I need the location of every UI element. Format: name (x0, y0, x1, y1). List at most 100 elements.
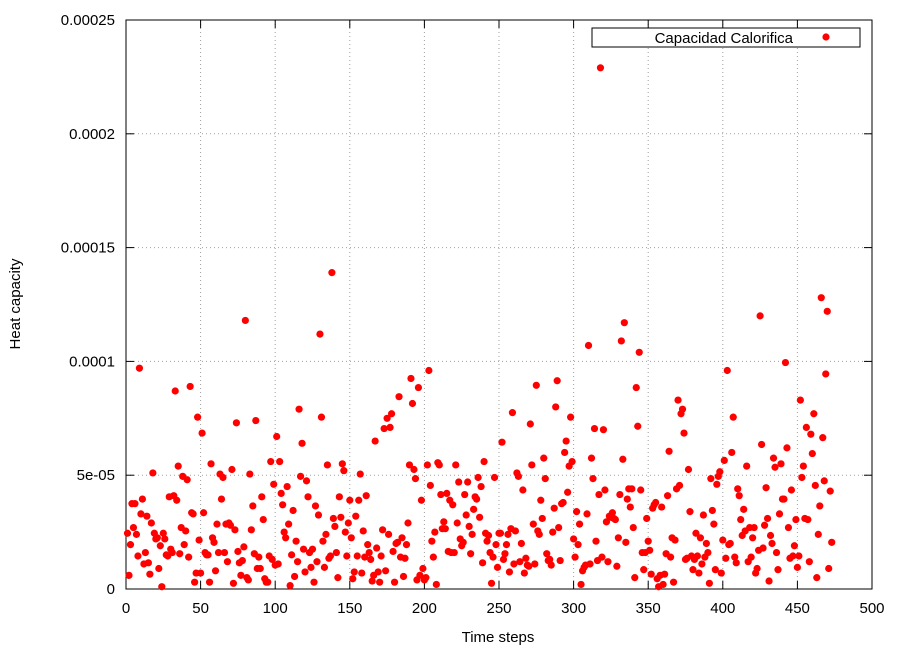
data-point (498, 438, 506, 446)
data-point (675, 481, 684, 490)
data-point (635, 348, 643, 356)
data-point (210, 538, 218, 546)
data-point (704, 548, 712, 557)
data-point (652, 498, 660, 507)
data-point (161, 535, 169, 543)
data-point (795, 552, 803, 560)
data-point (268, 555, 276, 564)
data-point (441, 525, 449, 533)
data-point (246, 470, 254, 478)
data-point (298, 439, 306, 447)
data-point (384, 530, 393, 538)
data-point (671, 536, 679, 544)
data-point (367, 555, 375, 564)
data-point (537, 496, 545, 504)
data-point (749, 534, 757, 542)
data-point (470, 505, 478, 513)
data-point (728, 448, 736, 457)
data-point (390, 578, 399, 586)
data-point (459, 538, 467, 546)
x-tick-label: 300 (561, 600, 586, 617)
data-point (382, 567, 390, 575)
data-point (393, 538, 402, 546)
data-point (810, 410, 818, 418)
data-point (338, 460, 346, 468)
data-point (247, 526, 255, 534)
data-point (143, 512, 151, 520)
data-point (449, 501, 457, 509)
data-point (763, 514, 772, 523)
data-point (631, 574, 639, 582)
data-point (553, 377, 561, 385)
data-point (789, 552, 797, 560)
data-point (647, 570, 655, 578)
data-point (556, 556, 564, 565)
data-point (540, 454, 548, 462)
data-point (419, 564, 427, 573)
data-point (661, 570, 669, 578)
data-point (380, 424, 388, 433)
data-point (586, 560, 594, 568)
data-point (176, 550, 184, 558)
data-point (359, 527, 367, 535)
data-point (674, 396, 682, 404)
grid-lines (126, 20, 872, 589)
data-point (452, 461, 460, 469)
data-point (473, 495, 481, 503)
data-point (740, 505, 748, 513)
x-tick-label: 0 (122, 600, 130, 617)
data-point (822, 370, 830, 378)
data-point (602, 518, 611, 526)
data-point (425, 366, 433, 375)
data-point (713, 480, 721, 488)
data-point (155, 564, 163, 573)
data-point (347, 534, 355, 542)
data-point (331, 522, 339, 531)
data-point (191, 578, 199, 586)
data-point (238, 556, 246, 565)
data-point (352, 512, 360, 520)
data-point (350, 568, 358, 576)
data-point (599, 426, 608, 434)
data-point (159, 529, 167, 537)
data-point (487, 579, 496, 587)
data-point (398, 534, 406, 542)
data-point (304, 493, 312, 501)
data-point (476, 513, 484, 521)
data-point (640, 566, 648, 574)
y-tick-label: 0.00025 (61, 12, 115, 29)
data-point (601, 486, 609, 494)
data-point (784, 523, 793, 532)
data-point (559, 498, 567, 507)
data-point (326, 552, 335, 560)
data-point (483, 537, 491, 545)
data-point (592, 537, 600, 545)
data-point (280, 528, 288, 536)
data-point (584, 341, 593, 350)
data-point (737, 515, 745, 524)
data-point (411, 475, 420, 483)
data-point (131, 500, 139, 508)
data-point (343, 552, 351, 560)
data-point (228, 465, 236, 474)
data-point (596, 64, 605, 72)
data-point (659, 580, 667, 589)
data-point (340, 467, 348, 475)
data-point (387, 410, 396, 418)
data-point (541, 475, 549, 483)
data-point (401, 554, 409, 562)
data-point (823, 307, 831, 315)
data-point (147, 519, 155, 527)
data-point (205, 578, 214, 586)
x-axis-ticks: 0 50 100 150 200 250 300 350 400 450 500 (122, 20, 885, 617)
data-point (756, 312, 764, 320)
data-point (705, 579, 713, 587)
data-point (765, 577, 773, 585)
data-point (820, 477, 828, 485)
data-point (289, 506, 297, 515)
data-point (414, 383, 423, 392)
data-point (356, 470, 364, 478)
data-point (757, 440, 766, 449)
data-point (316, 330, 324, 338)
data-point (337, 513, 345, 521)
